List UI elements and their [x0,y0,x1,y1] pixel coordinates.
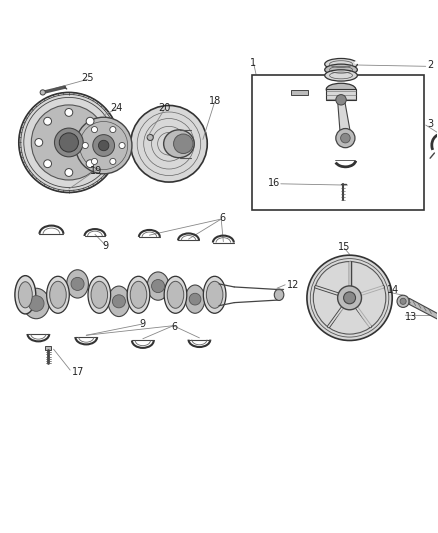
Wedge shape [321,264,346,291]
Ellipse shape [164,276,187,313]
Text: 13: 13 [405,312,417,321]
Circle shape [338,286,361,310]
Circle shape [110,126,116,133]
Circle shape [65,109,73,116]
Text: 1: 1 [250,58,256,68]
Circle shape [307,255,392,341]
Ellipse shape [91,281,108,308]
Circle shape [92,126,98,133]
Circle shape [86,160,94,167]
Ellipse shape [325,64,357,76]
Bar [326,89,356,100]
Circle shape [86,117,94,125]
Ellipse shape [167,281,184,308]
Text: 3: 3 [427,119,433,129]
Circle shape [336,94,346,105]
Circle shape [336,128,355,148]
Ellipse shape [88,276,111,313]
Ellipse shape [130,281,147,308]
Ellipse shape [206,281,223,308]
Circle shape [71,277,84,290]
Wedge shape [314,293,339,315]
Text: 9: 9 [103,240,109,251]
Circle shape [44,160,52,167]
Circle shape [110,158,116,165]
Text: 20: 20 [159,103,171,112]
Circle shape [313,262,386,334]
Circle shape [19,92,119,192]
Polygon shape [338,100,350,134]
Text: 17: 17 [72,367,84,377]
Circle shape [31,105,106,180]
Ellipse shape [18,282,32,308]
Circle shape [95,139,103,147]
Circle shape [152,279,165,293]
Circle shape [65,168,73,176]
Circle shape [113,295,125,308]
Ellipse shape [274,289,284,301]
Circle shape [131,106,207,182]
Text: 6: 6 [219,213,226,223]
Text: 12: 12 [286,280,299,290]
Circle shape [54,128,83,157]
Text: 6: 6 [172,322,178,333]
Circle shape [397,295,409,308]
Ellipse shape [185,285,205,313]
Circle shape [82,142,88,149]
Polygon shape [409,298,438,320]
Ellipse shape [15,276,36,314]
Circle shape [75,117,132,174]
Circle shape [92,158,98,165]
Bar [291,90,308,95]
Ellipse shape [203,276,226,313]
Ellipse shape [325,70,357,81]
Circle shape [35,139,43,147]
Circle shape [400,298,406,304]
Text: 16: 16 [268,178,280,188]
Text: 25: 25 [81,74,94,84]
Ellipse shape [23,288,49,319]
Circle shape [40,90,46,95]
Wedge shape [356,302,382,328]
Text: 15: 15 [338,242,350,252]
Circle shape [28,296,44,311]
Text: 24: 24 [110,103,123,112]
Circle shape [341,133,350,143]
Ellipse shape [49,281,66,308]
Circle shape [93,135,115,156]
Ellipse shape [127,276,150,313]
Circle shape [343,292,356,304]
Text: 2: 2 [427,60,433,70]
Ellipse shape [325,59,357,70]
Ellipse shape [326,83,356,95]
Circle shape [44,117,52,125]
Text: 18: 18 [209,96,222,106]
Ellipse shape [147,272,169,300]
Circle shape [24,98,114,188]
Ellipse shape [67,270,88,298]
Wedge shape [358,273,385,296]
Text: 9: 9 [140,319,146,329]
Bar [252,75,424,210]
Circle shape [59,133,78,152]
Circle shape [99,140,109,151]
Circle shape [147,134,153,141]
Circle shape [189,293,201,305]
Wedge shape [331,308,352,333]
Text: 14: 14 [388,286,400,295]
Ellipse shape [47,276,69,313]
Ellipse shape [173,134,193,154]
Ellipse shape [164,130,194,158]
Text: 19: 19 [90,166,102,176]
Bar [46,346,51,350]
Circle shape [119,142,125,149]
Ellipse shape [108,286,130,317]
